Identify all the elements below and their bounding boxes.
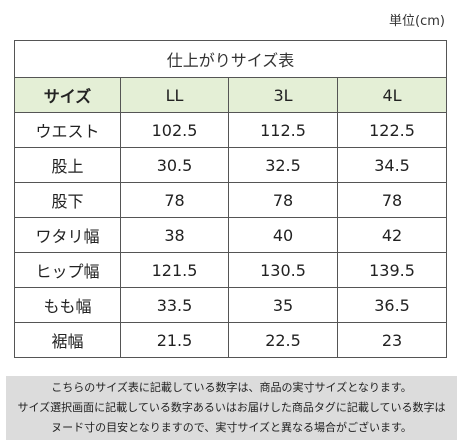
table-cell: 78 — [336, 182, 448, 218]
table-row: 股上 30.5 32.5 34.5 — [14, 147, 448, 183]
table-cell: 78 — [228, 182, 338, 218]
table-cell: 34.5 — [336, 147, 448, 183]
table-cell: 42 — [336, 217, 448, 253]
note-line: こちらのサイズ表に記載している数字は、商品の実寸サイズとなります。 — [51, 381, 412, 394]
size-note-box: こちらのサイズ表に記載している数字は、商品の実寸サイズとなります。 サイズ選択画… — [6, 376, 457, 440]
table-cell: 35 — [228, 287, 338, 323]
table-cell: 130.5 — [228, 252, 338, 288]
header-size-3l: 3L — [228, 77, 338, 113]
table-cell: 121.5 — [120, 252, 229, 288]
table-cell: 78 — [120, 182, 229, 218]
row-label-hem-width: 裾幅 — [14, 322, 121, 358]
table-row: ヒップ幅 121.5 130.5 139.5 — [14, 252, 448, 288]
row-label-inseam: 股下 — [14, 182, 121, 218]
table-cell: 22.5 — [228, 322, 338, 358]
table-row: ウエスト 102.5 112.5 122.5 — [14, 112, 448, 148]
note-line: サイズ選択画面に記載している数字あるいはお届けした商品タグに記載している数字は — [17, 401, 446, 414]
table-title-row: 仕上がりサイズ表 — [13, 40, 448, 78]
table-header-row: サイズ LL 3L 4L — [14, 77, 448, 113]
row-label-waist: ウエスト — [14, 112, 121, 148]
note-line: ヌード寸の目安となりますので、実寸サイズと異なる場合がございます。 — [51, 421, 412, 434]
table-cell: 112.5 — [228, 112, 338, 148]
row-label-thigh-width: ワタリ幅 — [14, 217, 121, 253]
table-cell: 40 — [228, 217, 338, 253]
table-row: 股下 78 78 78 — [14, 182, 448, 218]
table-row: ワタリ幅 38 40 42 — [14, 217, 448, 253]
table-title: 仕上がりサイズ表 — [13, 40, 448, 78]
table-cell: 139.5 — [336, 252, 448, 288]
table-cell: 102.5 — [120, 112, 229, 148]
table-cell: 21.5 — [120, 322, 229, 358]
table-cell: 38 — [120, 217, 229, 253]
unit-note: 単位(cm) — [389, 14, 445, 29]
row-label-rise: 股上 — [14, 147, 121, 183]
header-size-label: サイズ — [14, 77, 121, 113]
header-size-4l: 4L — [336, 77, 448, 113]
table-row: もも幅 33.5 35 36.5 — [14, 287, 448, 323]
table-cell: 32.5 — [228, 147, 338, 183]
table-cell: 36.5 — [336, 287, 448, 323]
header-size-ll: LL — [120, 77, 229, 113]
table-cell: 23 — [336, 322, 448, 358]
table-cell: 122.5 — [336, 112, 448, 148]
row-label-leg-width: もも幅 — [14, 287, 121, 323]
table-cell: 30.5 — [120, 147, 229, 183]
size-table: 仕上がりサイズ表 サイズ LL 3L 4L ウエスト 102.5 112.5 1… — [13, 40, 448, 358]
row-label-hip-width: ヒップ幅 — [14, 252, 121, 288]
table-cell: 33.5 — [120, 287, 229, 323]
table-row: 裾幅 21.5 22.5 23 — [14, 322, 448, 358]
